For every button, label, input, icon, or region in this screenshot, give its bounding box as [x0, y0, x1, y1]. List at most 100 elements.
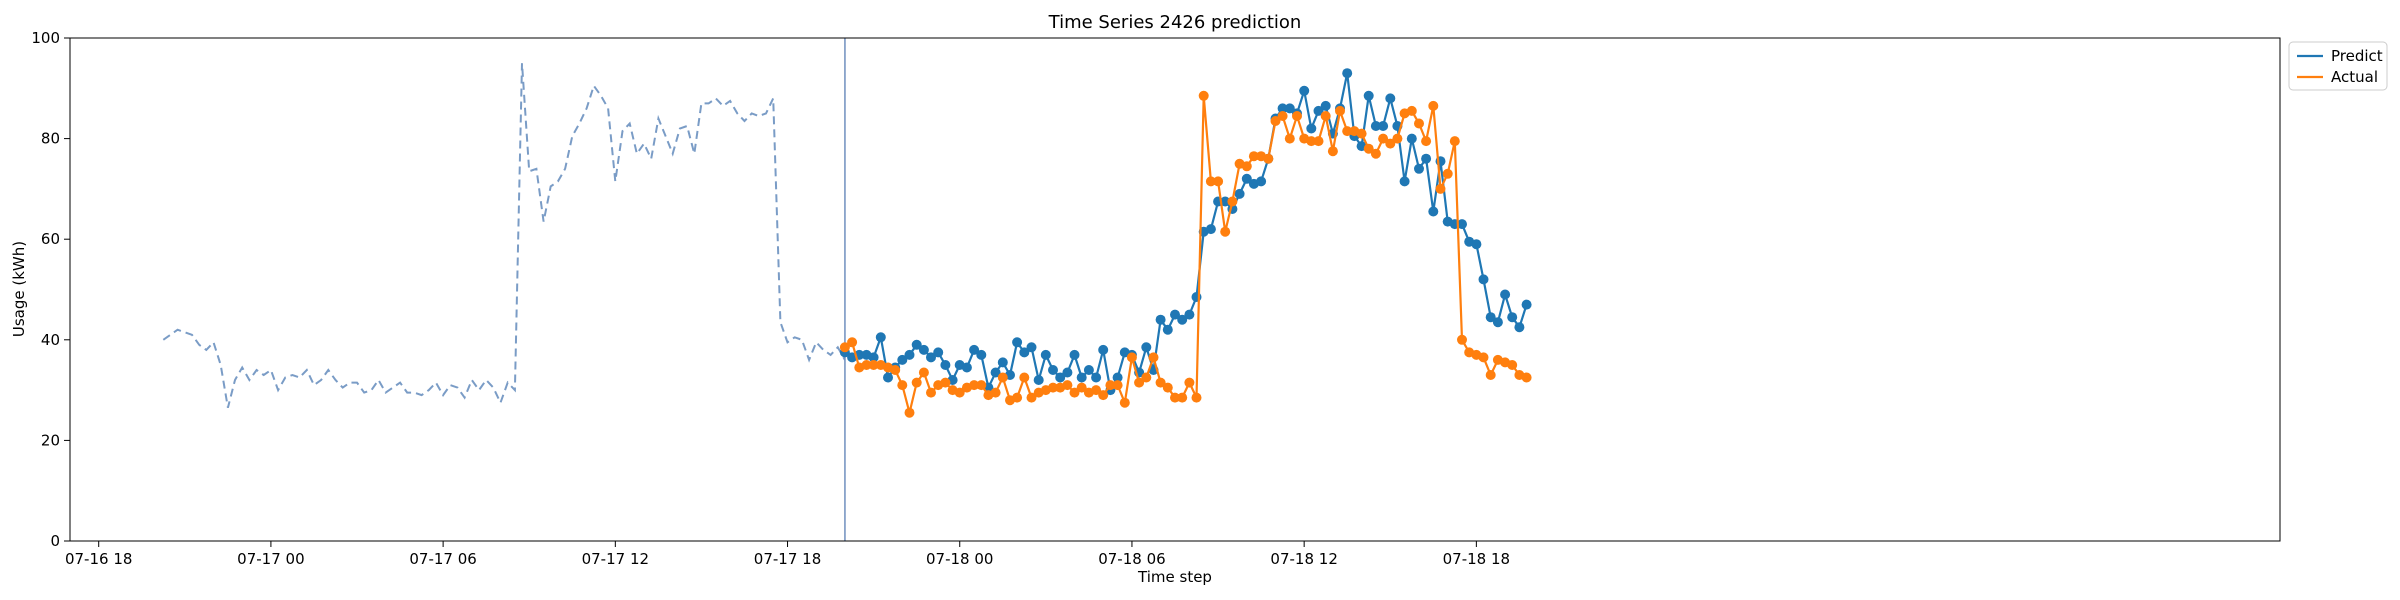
predict-point-25	[1019, 347, 1030, 358]
predict-point-61	[1277, 103, 1288, 114]
actual-point-0	[839, 342, 850, 353]
actual-point-57	[1248, 151, 1259, 162]
actual-point-11	[918, 367, 929, 378]
actual-point-3	[861, 360, 872, 370]
actual-point-51	[1205, 176, 1216, 187]
actual-point-39	[1119, 397, 1130, 408]
predict-point-47	[1177, 314, 1188, 325]
axes: 0 20 40 60 80 100 07-16 18 07-17 00 07-17 06 07-1…	[31, 29, 2281, 568]
actual-point-95	[1521, 372, 1532, 383]
predict-point-12	[926, 352, 936, 363]
x-tick-label-6: 07-18 06	[1098, 550, 1165, 568]
predict-point-76	[1385, 93, 1396, 104]
actual-point-50	[1198, 90, 1209, 101]
actual-point-80	[1414, 118, 1424, 129]
predict-point-31	[1062, 367, 1073, 378]
actual-point-83	[1435, 183, 1446, 194]
predict-point-79	[1406, 133, 1417, 144]
actual-point-56	[1241, 161, 1252, 172]
actual-point-66	[1313, 136, 1324, 147]
predict-point-14	[940, 360, 951, 370]
actual-point-21	[990, 387, 1001, 398]
predict-point-29	[1048, 365, 1058, 375]
predict-point-86	[1457, 219, 1467, 230]
y-tick-label-100: 100	[31, 29, 60, 47]
actual-point-35	[1091, 385, 1102, 396]
history-line	[162, 63, 846, 408]
actual-point-68	[1327, 146, 1338, 157]
actual-point-33	[1076, 382, 1087, 393]
actual-point-72	[1356, 128, 1367, 139]
actual-point-40	[1126, 352, 1137, 363]
y-tick-label-80: 80	[41, 130, 60, 148]
actual-point-53	[1220, 226, 1231, 237]
x-tick-label-8: 07-18 18	[1443, 550, 1510, 568]
actual-point-4	[868, 360, 879, 370]
predict-point-70	[1342, 68, 1353, 79]
actual-point-81	[1421, 136, 1432, 147]
actual-point-62	[1284, 133, 1295, 144]
predict-point-51	[1205, 224, 1216, 235]
actual-point-45	[1162, 382, 1173, 393]
actual-point-18	[969, 380, 980, 391]
predict-point-5	[875, 332, 886, 343]
actual-point-22	[997, 372, 1008, 383]
predict-point-30	[1055, 372, 1066, 383]
actual-point-37	[1105, 380, 1116, 391]
predict-series-line	[844, 72, 1528, 394]
predict-point-92	[1500, 289, 1511, 300]
predict-point-82	[1428, 206, 1439, 217]
actual-point-14	[940, 377, 951, 388]
predict-point-38	[1112, 372, 1123, 383]
predict-point-24	[1012, 337, 1023, 348]
predict-point-46	[1170, 309, 1180, 320]
x-tick-label-0: 07-16 18	[65, 550, 132, 568]
actual-point-46	[1170, 392, 1180, 403]
actual-point-16	[954, 387, 965, 398]
actual-point-7	[890, 365, 901, 375]
actual-point-76	[1385, 138, 1396, 149]
legend-label-predict: Predict	[2331, 47, 2383, 65]
legend: Predict Actual	[2288, 41, 2388, 91]
predict-point-58	[1256, 176, 1267, 187]
y-tick-label-60: 60	[41, 230, 60, 248]
predict-point-36	[1098, 344, 1109, 355]
predict-point-26	[1026, 342, 1037, 353]
actual-point-25	[1019, 372, 1030, 383]
actual-point-65	[1306, 136, 1317, 147]
x-tick-label-4: 07-17 18	[754, 550, 821, 568]
predict-point-27	[1033, 375, 1044, 385]
actual-point-60	[1270, 116, 1281, 126]
actual-point-47	[1177, 392, 1188, 403]
predict-point-64	[1299, 85, 1310, 96]
predict-point-88	[1471, 239, 1482, 250]
predict-point-33	[1076, 372, 1087, 383]
x-tick-label-7: 07-18 12	[1270, 550, 1337, 568]
predict-point-67	[1320, 100, 1331, 111]
actual-point-70	[1342, 126, 1353, 137]
predict-point-48	[1184, 309, 1195, 320]
actual-point-54	[1227, 196, 1238, 207]
predict-point-13	[933, 347, 944, 358]
actual-point-24	[1012, 392, 1023, 403]
actual-point-52	[1213, 176, 1224, 187]
actual-point-84	[1442, 168, 1453, 179]
predict-point-45	[1162, 324, 1173, 335]
predict-point-55	[1234, 188, 1245, 199]
y-axis-label: Usage (kWh)	[10, 241, 28, 337]
actual-point-41	[1134, 377, 1145, 388]
predict-point-28	[1040, 349, 1051, 360]
predict-point-66	[1313, 105, 1324, 116]
predict-point-42	[1141, 342, 1152, 353]
predict-point-34	[1083, 365, 1094, 375]
actual-point-85	[1449, 136, 1460, 147]
predict-point-9	[904, 349, 915, 360]
x-axis-label: Time step	[1137, 568, 1212, 586]
actual-point-77	[1392, 133, 1403, 144]
predict-point-90	[1485, 312, 1496, 323]
plot-area	[162, 38, 1532, 541]
actual-point-90	[1485, 370, 1496, 380]
predict-point-10	[911, 339, 922, 350]
actual-point-48	[1184, 377, 1195, 388]
actual-point-63	[1292, 111, 1302, 121]
